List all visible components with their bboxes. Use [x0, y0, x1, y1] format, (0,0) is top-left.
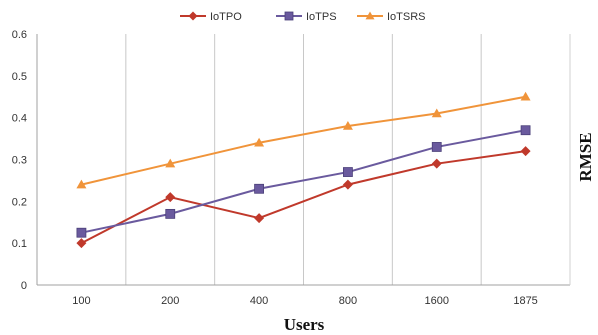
- data-point-iotps: [343, 167, 353, 177]
- y-tick-label: 0.2: [12, 196, 27, 208]
- legend-marker-iotpo: [188, 11, 198, 21]
- data-point-iotsrs: [520, 91, 531, 101]
- y-tick-label: 0.3: [12, 155, 27, 167]
- data-point-iotsrs: [254, 137, 265, 147]
- y-tick-label: 0.4: [12, 113, 27, 125]
- y-tick-label: 0.6: [12, 29, 27, 41]
- data-point-iotsrs: [76, 179, 87, 189]
- data-point-iotsrs: [431, 108, 442, 118]
- x-axis-title: Users: [284, 315, 325, 334]
- data-point-iotsrs: [342, 121, 353, 130]
- data-point-iotpo: [431, 158, 442, 169]
- x-tick-labels: 100 200 400 800 1600 1875: [72, 295, 538, 307]
- series-line-iotps: [81, 129, 526, 234]
- data-point-iotsrs: [165, 158, 176, 168]
- x-tick-label: 1875: [513, 295, 537, 307]
- y-axis-title: RMSE: [576, 132, 595, 181]
- legend-item-iotps: IoTPS: [276, 11, 337, 23]
- data-point-iotps: [165, 208, 176, 219]
- series-line-iotpo: [80, 150, 526, 245]
- series-line-iotsrs: [81, 95, 526, 186]
- axes: [36, 34, 571, 286]
- data-point-iotps: [431, 142, 442, 152]
- x-tick-label: 400: [250, 295, 268, 307]
- data-point-iotps: [76, 227, 87, 238]
- legend-label-iotpo: IoTPO: [210, 11, 242, 23]
- y-tick-labels: 0 0.1 0.2 0.3 0.4 0.5 0.6: [12, 29, 27, 292]
- x-tick-label: 100: [72, 295, 90, 307]
- data-point-iotpo: [165, 192, 176, 203]
- data-point-iotps: [254, 183, 264, 194]
- legend-label-iotps: IoTPS: [306, 11, 337, 23]
- legend-item-iotpo: IoTPO: [180, 11, 242, 23]
- legend-label-iotsrs: IoTSRS: [387, 11, 426, 23]
- legend-marker-iotps: [284, 11, 294, 21]
- series-iotps: [76, 125, 531, 238]
- series-iotsrs: [76, 91, 531, 189]
- legend-marker-iotsrs: [365, 11, 375, 20]
- x-tick-label: 1600: [425, 295, 449, 307]
- y-tick-label: 0.5: [12, 71, 27, 83]
- series-group: [76, 91, 531, 249]
- series-iotpo: [76, 146, 531, 249]
- data-point-iotpo: [254, 213, 265, 224]
- data-point-iotpo: [520, 146, 531, 157]
- data-point-iotpo: [342, 179, 353, 190]
- data-point-iotpo: [76, 238, 87, 249]
- x-tick-label: 200: [161, 295, 179, 307]
- y-tick-label: 0: [21, 280, 27, 292]
- legend-item-iotsrs: IoTSRS: [357, 11, 426, 23]
- legend: IoTPO IoTPS IoTSRS: [180, 11, 426, 23]
- x-tick-label: 800: [339, 295, 357, 307]
- y-tick-label: 0.1: [12, 238, 27, 250]
- data-point-iotps: [520, 125, 531, 136]
